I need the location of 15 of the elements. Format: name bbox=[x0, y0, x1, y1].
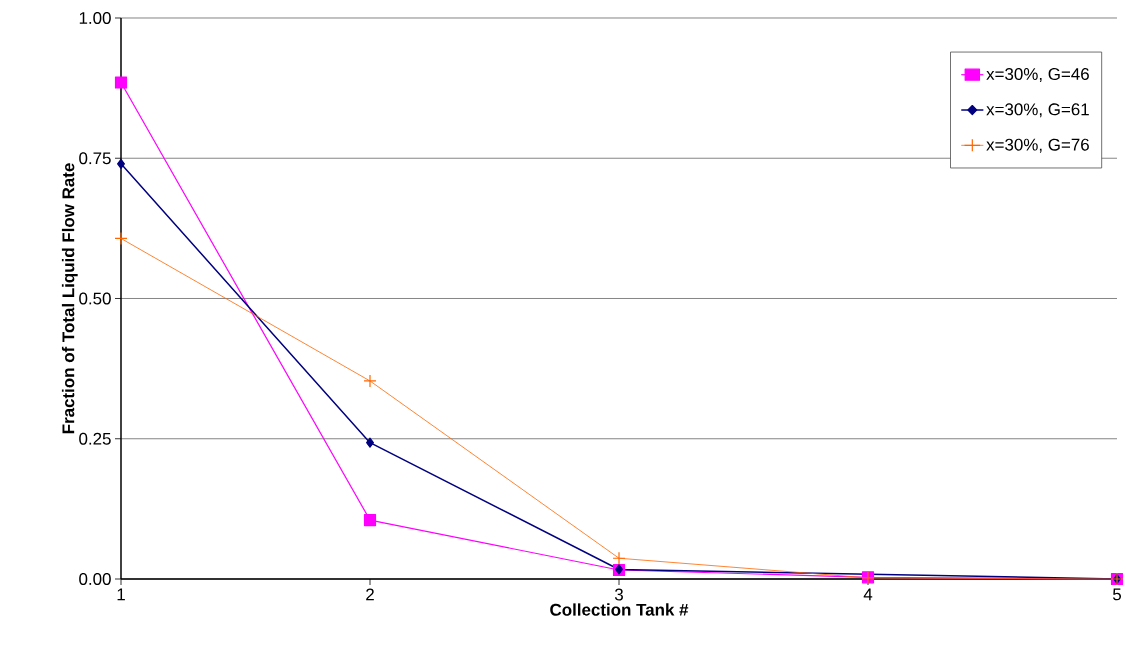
y-tick-label: 1.00 bbox=[79, 12, 111, 24]
x-tick-label: 3 bbox=[614, 588, 623, 601]
legend-label: x=30%, G=61 bbox=[986, 103, 1089, 118]
x-tick-label: 2 bbox=[366, 588, 374, 601]
x-tick-label: 4 bbox=[863, 588, 873, 601]
y-tick-label: 0.50 bbox=[79, 292, 111, 305]
y-tick-label: 0.00 bbox=[79, 573, 111, 585]
y-tick-label: 0.75 bbox=[79, 152, 111, 165]
legend-label: x=30%, G=76 bbox=[986, 138, 1089, 153]
legend-label: x=30%, G=46 bbox=[986, 68, 1089, 83]
y-tick-label: 0.25 bbox=[79, 432, 111, 445]
x-tick-label: 1 bbox=[117, 588, 125, 601]
x-tick-label: 5 bbox=[1112, 588, 1121, 601]
x-axis-title: Collection Tank # bbox=[550, 603, 689, 616]
y-axis-title: Fraction of Total Liquid Flow Rate bbox=[61, 163, 78, 434]
